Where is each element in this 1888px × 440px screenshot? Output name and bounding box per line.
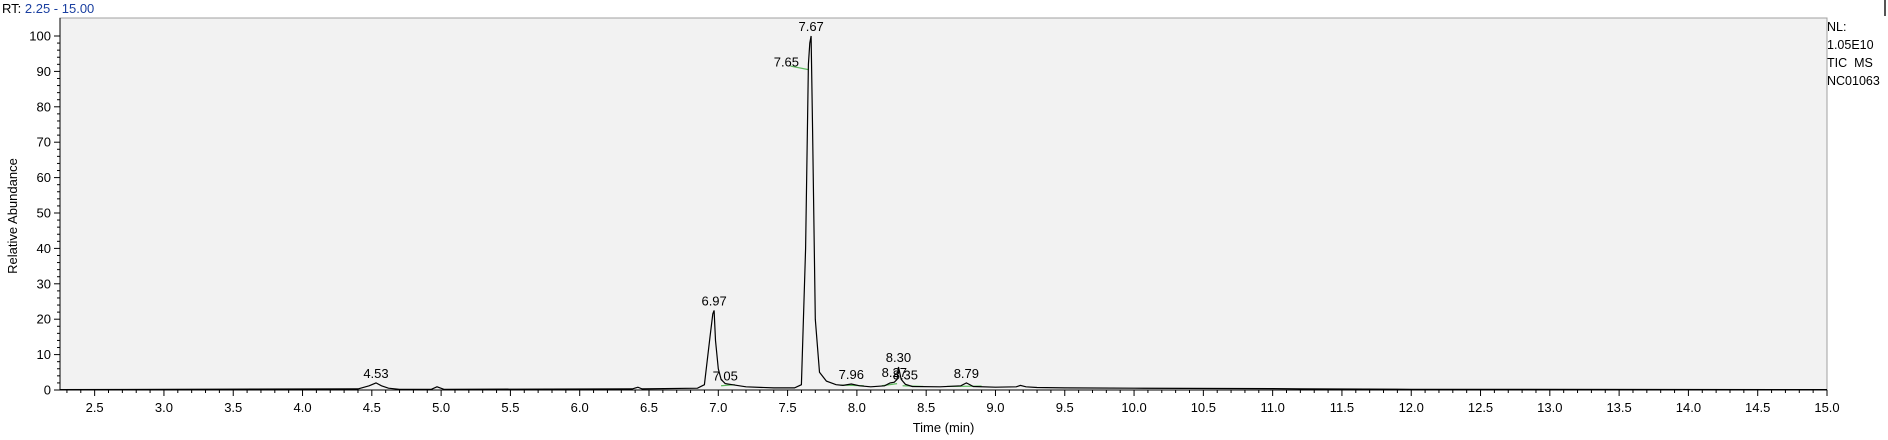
x-tick-label: 15.0 (1814, 400, 1839, 415)
y-tick-label: 10 (37, 347, 51, 362)
x-tick-label: 8.5 (917, 400, 935, 415)
scan-type: TIC MS (1827, 56, 1873, 70)
y-axis-title: Relative Abundance (5, 158, 20, 274)
x-tick-label: 7.0 (709, 400, 727, 415)
x-tick-label: 3.5 (224, 400, 242, 415)
y-tick-label: 40 (37, 241, 51, 256)
x-tick-label: 13.0 (1537, 400, 1562, 415)
x-tick-label: 10.0 (1121, 400, 1146, 415)
x-tick-label: 4.0 (293, 400, 311, 415)
peak-label: 7.96 (839, 367, 864, 382)
x-tick-label: 5.0 (432, 400, 450, 415)
x-tick-label: 8.0 (848, 400, 866, 415)
x-tick-label: 14.5 (1745, 400, 1770, 415)
x-tick-label: 12.0 (1399, 400, 1424, 415)
y-tick-label: 90 (37, 64, 51, 79)
x-tick-label: 3.0 (155, 400, 173, 415)
x-tick-label: 9.0 (986, 400, 1004, 415)
peak-label: 4.53 (363, 366, 388, 381)
x-axis: 2.5 3.0 3.5 4.0 4.5 5.0 5.5 6.0 6.5 7.0 7.5 8.0 8.5 9… (60, 389, 1840, 415)
y-tick-label: 20 (37, 312, 51, 327)
peak-label: 8.79 (954, 366, 979, 381)
y-tick-label: 0 (44, 383, 51, 398)
y-tick-label: 60 (37, 170, 51, 185)
x-tick-label: 5.5 (501, 400, 519, 415)
x-tick-label: 10.5 (1191, 400, 1216, 415)
x-tick-label: 11.0 (1260, 400, 1284, 415)
y-axis: 0 10 20 30 40 50 60 70 80 90 100 (29, 18, 61, 398)
x-tick-label: 7.5 (779, 400, 797, 415)
peak-label: 7.05 (713, 369, 738, 384)
peak-label: 8.27 (882, 365, 907, 380)
peak-label: 8.35 (893, 367, 918, 382)
plot-area (59, 17, 1828, 391)
window-edge-marker (1884, 0, 1886, 16)
y-tick-label: 80 (37, 99, 51, 114)
y-tick-label: 70 (37, 135, 51, 150)
baseline-1 (790, 65, 809, 71)
peak-label: 8.30 (886, 350, 911, 365)
x-tick-label: 14.0 (1676, 400, 1701, 415)
rt-range-value: 2.25 - 15.00 (24, 1, 95, 16)
peak-label: 7.65 (774, 54, 799, 69)
y-tick-label: 50 (37, 206, 51, 221)
x-tick-label: 13.5 (1606, 400, 1631, 415)
peak-label: 6.97 (701, 293, 726, 308)
nl-label: NL: (1827, 20, 1847, 34)
x-tick-label: 12.5 (1468, 400, 1493, 415)
trace-info-panel: NL: 1.05E10 TIC MS NC01063 (1827, 18, 1880, 90)
x-tick-label: 4.5 (363, 400, 381, 415)
x-tick-label: 6.0 (571, 400, 589, 415)
x-tick-label: 6.5 (640, 400, 658, 415)
x-axis-title: Time (min) (913, 420, 975, 435)
x-tick-label: 2.5 (86, 400, 104, 415)
x-tick-label: 9.5 (1056, 400, 1074, 415)
tic-trace (59, 35, 1828, 391)
peak-label: 7.67 (798, 19, 823, 34)
x-tick-label: 11.5 (1330, 400, 1354, 415)
y-tick-label: 30 (37, 276, 51, 291)
y-tick-label: 100 (29, 29, 51, 44)
rt-range-label: RT: 2.25 - 15.00 (2, 1, 94, 16)
sample-id: NC01063 (1827, 74, 1880, 88)
nl-value: 1.05E10 (1827, 38, 1874, 52)
peak-labels: 4.53 6.97 7.05 7.65 7.67 7.96 8.278.30 8.35 8.79 (363, 19, 979, 384)
rt-prefix: RT: (2, 1, 22, 16)
